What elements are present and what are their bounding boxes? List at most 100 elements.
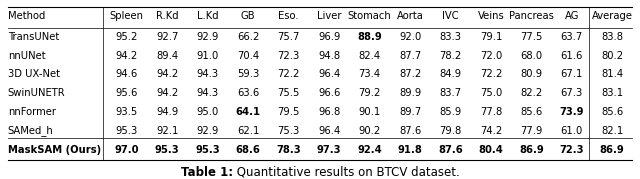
Text: 83.8: 83.8 bbox=[601, 32, 623, 42]
Text: 68.0: 68.0 bbox=[520, 51, 543, 61]
Text: 88.9: 88.9 bbox=[357, 32, 382, 42]
Text: AG: AG bbox=[564, 11, 579, 21]
Text: 77.9: 77.9 bbox=[520, 126, 543, 136]
Text: 95.6: 95.6 bbox=[116, 88, 138, 98]
Text: 87.2: 87.2 bbox=[399, 69, 421, 79]
Text: 95.2: 95.2 bbox=[116, 32, 138, 42]
Text: 93.5: 93.5 bbox=[116, 107, 138, 117]
Text: 78.2: 78.2 bbox=[439, 51, 461, 61]
Text: 87.6: 87.6 bbox=[438, 145, 463, 155]
Text: Table 1:: Table 1: bbox=[181, 166, 234, 179]
Text: 75.3: 75.3 bbox=[278, 126, 300, 136]
Text: Aorta: Aorta bbox=[397, 11, 424, 21]
Text: 87.7: 87.7 bbox=[399, 51, 421, 61]
Text: 63.6: 63.6 bbox=[237, 88, 259, 98]
Text: 92.7: 92.7 bbox=[156, 32, 179, 42]
Text: 80.4: 80.4 bbox=[479, 145, 504, 155]
Text: Method: Method bbox=[8, 11, 45, 21]
Text: 96.6: 96.6 bbox=[318, 88, 340, 98]
Text: 63.7: 63.7 bbox=[561, 32, 583, 42]
Text: 84.9: 84.9 bbox=[440, 69, 461, 79]
Text: GB: GB bbox=[241, 11, 255, 21]
Text: nnUNet: nnUNet bbox=[8, 51, 45, 61]
Text: 92.0: 92.0 bbox=[399, 32, 421, 42]
Text: 64.1: 64.1 bbox=[236, 107, 260, 117]
Text: 85.6: 85.6 bbox=[601, 107, 623, 117]
Text: 80.2: 80.2 bbox=[601, 51, 623, 61]
Text: L.Kd: L.Kd bbox=[197, 11, 218, 21]
Text: SAMed_h: SAMed_h bbox=[8, 125, 54, 136]
Text: 72.2: 72.2 bbox=[480, 69, 502, 79]
Text: 94.6: 94.6 bbox=[116, 69, 138, 79]
Text: 87.6: 87.6 bbox=[399, 126, 421, 136]
Text: 94.3: 94.3 bbox=[196, 88, 219, 98]
Text: 77.8: 77.8 bbox=[480, 107, 502, 117]
Text: 81.4: 81.4 bbox=[601, 69, 623, 79]
Text: 89.4: 89.4 bbox=[156, 51, 179, 61]
Text: 95.3: 95.3 bbox=[116, 126, 138, 136]
Text: 94.3: 94.3 bbox=[196, 69, 219, 79]
Text: 78.3: 78.3 bbox=[276, 145, 301, 155]
Text: 75.5: 75.5 bbox=[277, 88, 300, 98]
Text: 73.9: 73.9 bbox=[559, 107, 584, 117]
Text: 73.4: 73.4 bbox=[358, 69, 381, 79]
Text: 97.0: 97.0 bbox=[115, 145, 139, 155]
Text: MaskSAM (Ours): MaskSAM (Ours) bbox=[8, 145, 101, 155]
Text: 94.2: 94.2 bbox=[156, 69, 179, 79]
Text: IVC: IVC bbox=[442, 11, 459, 21]
Text: 61.0: 61.0 bbox=[561, 126, 583, 136]
Text: 83.1: 83.1 bbox=[601, 88, 623, 98]
Text: TransUNet: TransUNet bbox=[8, 32, 59, 42]
Text: 85.6: 85.6 bbox=[520, 107, 543, 117]
Text: 77.5: 77.5 bbox=[520, 32, 543, 42]
Text: 96.4: 96.4 bbox=[318, 126, 340, 136]
Text: 85.9: 85.9 bbox=[439, 107, 461, 117]
Text: 92.1: 92.1 bbox=[156, 126, 179, 136]
Text: 3D UX-Net: 3D UX-Net bbox=[8, 69, 60, 79]
Text: 66.2: 66.2 bbox=[237, 32, 259, 42]
Text: 92.9: 92.9 bbox=[196, 126, 219, 136]
Text: 97.3: 97.3 bbox=[317, 145, 341, 155]
Text: 61.6: 61.6 bbox=[561, 51, 583, 61]
Text: 92.9: 92.9 bbox=[196, 32, 219, 42]
Text: Stomach: Stomach bbox=[348, 11, 392, 21]
Text: nnFormer: nnFormer bbox=[8, 107, 56, 117]
Text: 59.3: 59.3 bbox=[237, 69, 259, 79]
Text: 72.0: 72.0 bbox=[480, 51, 502, 61]
Text: 80.9: 80.9 bbox=[520, 69, 543, 79]
Text: 67.3: 67.3 bbox=[561, 88, 583, 98]
Text: 91.0: 91.0 bbox=[196, 51, 219, 61]
Text: 91.8: 91.8 bbox=[397, 145, 422, 155]
Text: 86.9: 86.9 bbox=[519, 145, 544, 155]
Text: 82.2: 82.2 bbox=[520, 88, 543, 98]
Text: 92.4: 92.4 bbox=[357, 145, 382, 155]
Text: 90.2: 90.2 bbox=[358, 126, 381, 136]
Text: 67.1: 67.1 bbox=[561, 69, 583, 79]
Text: 90.1: 90.1 bbox=[358, 107, 381, 117]
Text: 86.9: 86.9 bbox=[600, 145, 625, 155]
Text: 94.9: 94.9 bbox=[156, 107, 179, 117]
Text: Quantitative results on BTCV dataset.: Quantitative results on BTCV dataset. bbox=[233, 166, 460, 179]
Text: 79.8: 79.8 bbox=[439, 126, 461, 136]
Text: 94.2: 94.2 bbox=[156, 88, 179, 98]
Text: 79.5: 79.5 bbox=[277, 107, 300, 117]
Text: Eso.: Eso. bbox=[278, 11, 299, 21]
Text: 94.8: 94.8 bbox=[318, 51, 340, 61]
Text: 82.1: 82.1 bbox=[601, 126, 623, 136]
Text: 95.0: 95.0 bbox=[196, 107, 219, 117]
Text: 89.9: 89.9 bbox=[399, 88, 421, 98]
Text: 95.3: 95.3 bbox=[195, 145, 220, 155]
Text: 96.9: 96.9 bbox=[318, 32, 340, 42]
Text: 72.2: 72.2 bbox=[277, 69, 300, 79]
Text: 62.1: 62.1 bbox=[237, 126, 259, 136]
Text: 74.2: 74.2 bbox=[480, 126, 502, 136]
Text: 75.0: 75.0 bbox=[480, 88, 502, 98]
Text: 83.3: 83.3 bbox=[440, 32, 461, 42]
Text: 82.4: 82.4 bbox=[358, 51, 381, 61]
Text: 79.2: 79.2 bbox=[358, 88, 381, 98]
Text: 72.3: 72.3 bbox=[559, 145, 584, 155]
Text: Veins: Veins bbox=[477, 11, 504, 21]
Text: 89.7: 89.7 bbox=[399, 107, 421, 117]
Text: 68.6: 68.6 bbox=[236, 145, 260, 155]
Text: 72.3: 72.3 bbox=[278, 51, 300, 61]
